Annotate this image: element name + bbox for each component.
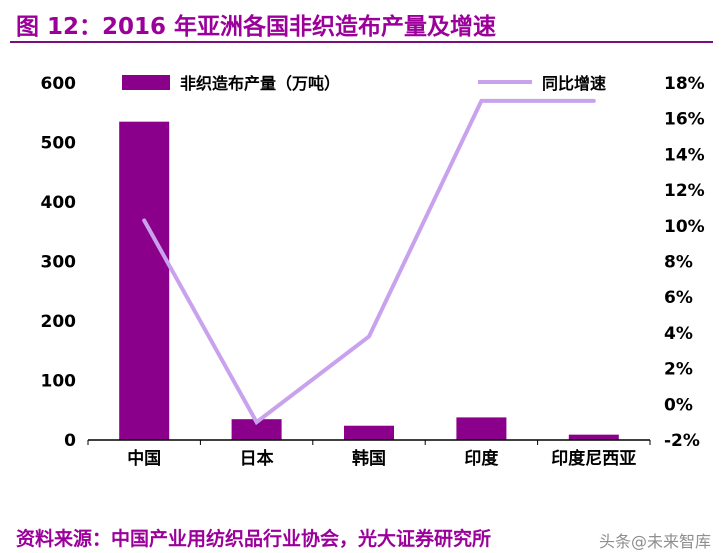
left-axis-tick-label: 600 <box>41 74 77 94</box>
legend-line-label: 同比增速 <box>542 74 606 93</box>
legend-bar-swatch <box>122 75 170 90</box>
figure-title: 图 12：2016 年亚洲各国非织造布产量及增速 <box>16 14 497 40</box>
category-label-3: 印度 <box>464 448 499 469</box>
right-axis-tick-label: -2% <box>664 431 700 451</box>
category-label-4: 印度尼西亚 <box>551 448 636 469</box>
left-axis-tick-label: 400 <box>41 193 77 213</box>
bar-4 <box>568 434 619 440</box>
right-axis-tick-label: 8% <box>664 253 693 273</box>
left-axis-tick-label: 200 <box>41 312 77 332</box>
growth-line <box>142 98 596 426</box>
combo-chart: 0 100 200 300 400 500 600 -2% 0% 2% 4% 6% 8% 10% 12% 14… <box>41 74 705 469</box>
bar-3 <box>456 417 507 440</box>
left-axis-tick-label: 500 <box>41 134 77 154</box>
title-underline <box>10 41 713 43</box>
category-label-1: 日本 <box>240 448 274 469</box>
category-label-0: 中国 <box>127 448 161 469</box>
bar-2 <box>344 425 394 440</box>
right-axis-tick-label: 14% <box>664 145 705 165</box>
right-axis-tick-label: 0% <box>664 395 693 415</box>
watermark: 头条@未来智库 <box>598 532 711 551</box>
right-axis-tick-label: 16% <box>664 110 705 130</box>
right-axis-tick-label: 12% <box>664 181 705 201</box>
bar-1 <box>231 419 282 440</box>
legend-bar-label: 非织造布产量（万吨） <box>180 74 340 93</box>
right-axis-tick-label: 10% <box>664 217 705 237</box>
left-axis-tick-label: 300 <box>41 253 77 273</box>
right-axis-tick-label: 2% <box>664 360 693 380</box>
right-axis-tick-label: 18% <box>664 74 705 94</box>
source-note: 资料来源：中国产业用纺织品行业协会，光大证券研究所 <box>16 528 492 550</box>
right-axis-tick-label: 6% <box>664 288 693 308</box>
right-axis-tick-label: 4% <box>664 324 693 344</box>
left-axis-tick-label: 0 <box>64 431 76 451</box>
bar-0 <box>119 121 170 441</box>
category-label-2: 韩国 <box>352 448 386 469</box>
left-axis-tick-label: 100 <box>41 372 77 392</box>
